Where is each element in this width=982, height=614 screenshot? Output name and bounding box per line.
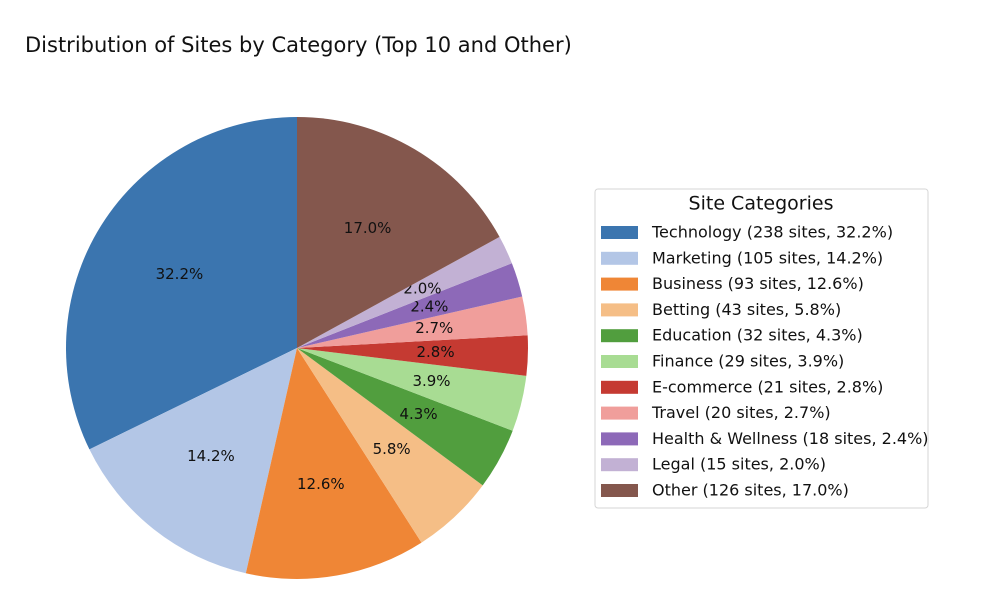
legend-label: Education (32 sites, 4.3%) [652, 326, 863, 345]
legend-swatch [601, 329, 638, 343]
slice-label: 5.8% [373, 440, 411, 458]
legend-label: Travel (20 sites, 2.7%) [651, 403, 831, 422]
legend-swatch [601, 458, 638, 472]
legend-swatch [601, 303, 638, 317]
legend-swatch [601, 355, 638, 368]
legend-swatch [601, 226, 638, 239]
pie-slice [297, 263, 523, 348]
slice-label: 3.9% [412, 372, 450, 390]
pie-slice [297, 335, 528, 376]
slice-label: 12.6% [297, 475, 345, 493]
legend-label: Technology (238 sites, 32.2%) [651, 223, 893, 242]
legend-swatch [601, 432, 638, 446]
legend-swatch [601, 406, 638, 420]
slice-label: 2.4% [410, 297, 448, 315]
pie-slice [245, 348, 422, 579]
legend-swatch [601, 251, 638, 265]
slice-label: 2.7% [415, 319, 453, 337]
pie-slice [297, 348, 527, 431]
pie-slice [297, 236, 512, 348]
slice-label: 32.2% [156, 265, 204, 283]
legend-label: Finance (29 sites, 3.9%) [652, 352, 844, 371]
pie-slice [297, 117, 500, 348]
slice-label: 4.3% [399, 405, 437, 423]
legend-box [594, 188, 929, 509]
legend-label: E-commerce (21 sites, 2.8%) [652, 377, 883, 396]
legend-label: Business (93 sites, 12.6%) [652, 274, 864, 293]
legend-swatch [601, 380, 638, 394]
legend-label: Betting (43 sites, 5.8%) [652, 300, 841, 319]
legend-label: Other (126 sites, 17.0%) [652, 481, 849, 500]
legend-label: Health & Wellness (18 sites, 2.4%) [652, 429, 929, 448]
legend-label: Marketing (105 sites, 14.2%) [652, 248, 883, 267]
chart-title: Distribution of Sites by Category (Top 1… [25, 33, 572, 57]
pie-slice [65, 117, 297, 450]
legend-label: Legal (15 sites, 2.0%) [652, 455, 826, 474]
pie-slice [297, 296, 528, 348]
slice-label: 17.0% [344, 219, 392, 237]
pie-slice [297, 348, 513, 486]
legend-swatch [601, 277, 638, 291]
legend-title: Site Categories [689, 193, 834, 215]
slice-label: 14.2% [187, 447, 235, 465]
pie-slice [297, 348, 483, 543]
legend-swatch [601, 484, 638, 497]
slice-label: 2.8% [416, 343, 454, 361]
pie-slice [89, 348, 297, 574]
